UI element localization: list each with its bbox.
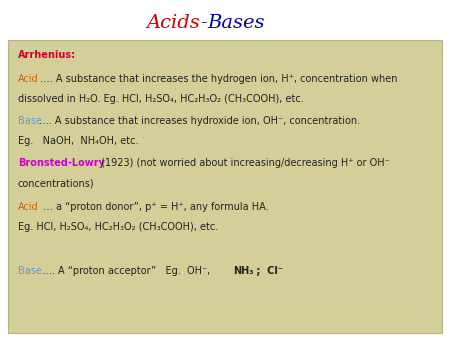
Text: concentrations): concentrations) <box>18 178 94 188</box>
Text: Bases: Bases <box>207 14 265 32</box>
Text: Eg. HCl, H₂SO₄, HC₂H₃O₂ (CH₃COOH), etc.: Eg. HCl, H₂SO₄, HC₂H₃O₂ (CH₃COOH), etc. <box>18 222 218 232</box>
Text: ;  Cl⁻: ; Cl⁻ <box>253 266 283 276</box>
Text: Acid: Acid <box>18 74 39 84</box>
Text: Base: Base <box>18 116 42 126</box>
Text: …. A substance that increases the hydrogen ion, H⁺, concentration when: …. A substance that increases the hydrog… <box>40 74 397 84</box>
Text: Arrhenius:: Arrhenius: <box>18 50 76 60</box>
Text: …. A “proton acceptor”   Eg.  OH⁻,: …. A “proton acceptor” Eg. OH⁻, <box>39 266 210 276</box>
Text: Acid: Acid <box>18 202 39 212</box>
Text: Bronsted-Lowry: Bronsted-Lowry <box>18 158 105 168</box>
Text: …. A substance that increases hydroxide ion, OH⁻, concentration.: …. A substance that increases hydroxide … <box>39 116 360 126</box>
Text: Eg.   NaOH,  NH₄OH, etc.: Eg. NaOH, NH₄OH, etc. <box>18 136 139 146</box>
Bar <box>8 40 442 333</box>
Text: NH₃: NH₃ <box>233 266 253 276</box>
Text: Base: Base <box>18 266 42 276</box>
Text: (1923) (not worried about increasing/decreasing H⁺ or OH⁻: (1923) (not worried about increasing/dec… <box>98 158 390 168</box>
Text: … a “proton donor”, p⁺ = H⁺, any formula HA.: … a “proton donor”, p⁺ = H⁺, any formula… <box>40 202 269 212</box>
Text: Acids: Acids <box>146 14 200 32</box>
Text: -: - <box>200 14 206 32</box>
Text: dissolved in H₂O. Eg. HCl, H₂SO₄, HC₂H₃O₂ (CH₃COOH), etc.: dissolved in H₂O. Eg. HCl, H₂SO₄, HC₂H₃O… <box>18 94 304 104</box>
